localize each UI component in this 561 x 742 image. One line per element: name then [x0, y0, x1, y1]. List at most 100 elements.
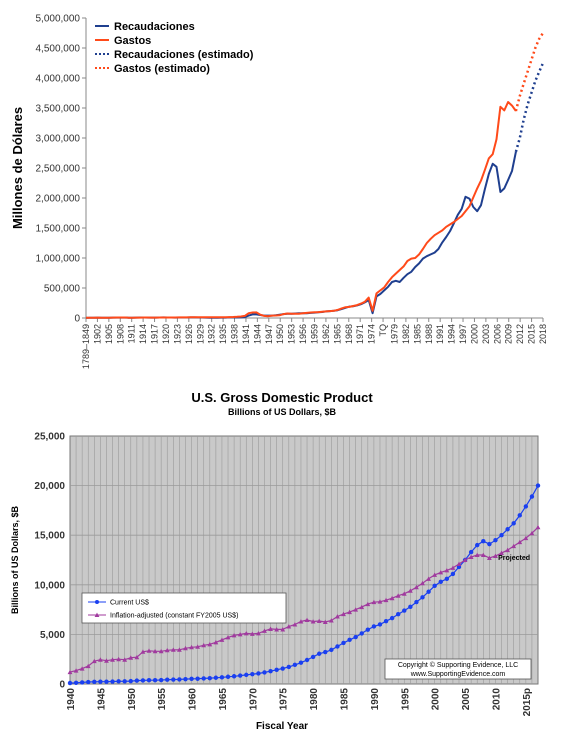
data-point — [341, 640, 346, 646]
data-point — [152, 648, 158, 654]
x-tick-label: 1970 — [248, 688, 259, 711]
gdp-chart: U.S. Gross Domestic Product Billions of U… — [10, 390, 541, 732]
x-tick-label: 2015 — [527, 324, 537, 344]
data-point — [164, 647, 170, 653]
data-point — [183, 676, 188, 682]
y-tick-label: 0 — [74, 314, 80, 325]
data-point — [286, 624, 292, 629]
data-point — [177, 677, 182, 682]
data-point — [195, 676, 200, 681]
projected-annotation: Projected — [498, 555, 530, 562]
data-point — [438, 579, 443, 585]
data-point — [304, 657, 310, 663]
x-tick-label: 1990 — [370, 688, 381, 711]
x-tick-label: 2010 — [491, 688, 502, 711]
data-point — [67, 669, 73, 675]
data-point — [511, 521, 516, 526]
y-tick-label: 15,000 — [34, 531, 65, 542]
legend-marker — [94, 612, 100, 617]
y-tick-label: 1,000,000 — [36, 254, 81, 265]
data-point — [377, 599, 383, 604]
data-point — [365, 627, 371, 632]
x-tick-label: 1995 — [400, 688, 411, 711]
series-line-3 — [514, 32, 545, 112]
data-point — [98, 679, 103, 684]
data-point — [328, 618, 334, 623]
legend-marker — [95, 600, 99, 604]
data-point — [158, 677, 164, 683]
data-point — [395, 593, 401, 598]
data-point — [73, 680, 79, 686]
x-tick-label: 1971 — [355, 324, 365, 344]
x-tick-label: 1902 — [92, 324, 102, 344]
legend-label: Gastos (estimado) — [114, 63, 210, 75]
data-point — [420, 580, 425, 586]
data-point — [414, 584, 419, 590]
data-point — [371, 624, 377, 629]
data-point — [493, 537, 498, 543]
data-point — [170, 647, 176, 652]
data-point — [86, 679, 91, 685]
x-tick-label: 1944 — [252, 324, 262, 344]
data-point — [480, 552, 486, 558]
data-point — [122, 657, 128, 662]
data-point — [493, 553, 498, 559]
x-tick-label: 1947 — [264, 324, 274, 344]
data-point — [407, 588, 413, 593]
y-tick-label: 3,000,000 — [36, 134, 81, 145]
data-point — [347, 637, 352, 643]
chart-subtitle: Billions of US Dollars, $B — [228, 407, 337, 417]
data-point — [219, 675, 225, 680]
data-point — [499, 533, 504, 538]
data-point — [231, 674, 237, 679]
y-tick-label: 5,000 — [40, 630, 65, 641]
data-point — [171, 677, 176, 682]
y-tick-label: 0 — [59, 680, 65, 691]
x-tick-label: 1959 — [310, 324, 320, 344]
data-point — [140, 649, 146, 654]
data-point — [365, 601, 371, 607]
data-point — [67, 680, 73, 686]
data-point — [310, 619, 316, 624]
copyright-url: www.SupportingEvidence.com — [410, 671, 506, 678]
x-tick-label: 1985 — [340, 688, 351, 711]
data-point — [329, 647, 334, 653]
x-tick-label: 2018 — [538, 324, 548, 344]
plot-area — [69, 435, 539, 685]
x-tick-label: 1938 — [230, 324, 240, 344]
data-point — [353, 607, 359, 612]
x-tick-label: 2005 — [461, 688, 472, 711]
data-point — [426, 576, 431, 581]
y-tick-label: 20,000 — [34, 481, 65, 492]
x-tick-label: 1953 — [287, 324, 297, 344]
x-tick-label: 2012 — [515, 324, 525, 344]
data-point — [134, 678, 140, 683]
data-point — [85, 663, 91, 669]
series-line-2 — [514, 62, 545, 153]
data-point — [262, 628, 267, 633]
data-point — [499, 550, 504, 556]
x-tick-label: 1905 — [104, 324, 114, 344]
x-tick-label: 1935 — [218, 324, 228, 344]
x-tick-label: 1911 — [127, 324, 137, 343]
data-point — [383, 597, 389, 603]
data-point — [231, 632, 237, 638]
data-point — [213, 639, 219, 645]
data-point — [158, 648, 164, 654]
data-point — [183, 645, 188, 651]
data-point — [256, 671, 261, 676]
data-point — [468, 549, 474, 555]
y-tick-label: 2,000,000 — [36, 194, 81, 205]
data-point — [505, 527, 510, 532]
data-point — [316, 618, 322, 624]
data-point — [244, 672, 249, 678]
data-point — [323, 649, 328, 655]
data-point — [207, 675, 212, 681]
data-point — [474, 552, 480, 558]
data-point — [116, 679, 121, 684]
data-point — [195, 644, 201, 649]
y-tick-label: 500,000 — [44, 284, 81, 295]
data-point — [486, 555, 492, 561]
data-point — [335, 614, 340, 619]
x-tick-label: 2006 — [492, 324, 502, 344]
